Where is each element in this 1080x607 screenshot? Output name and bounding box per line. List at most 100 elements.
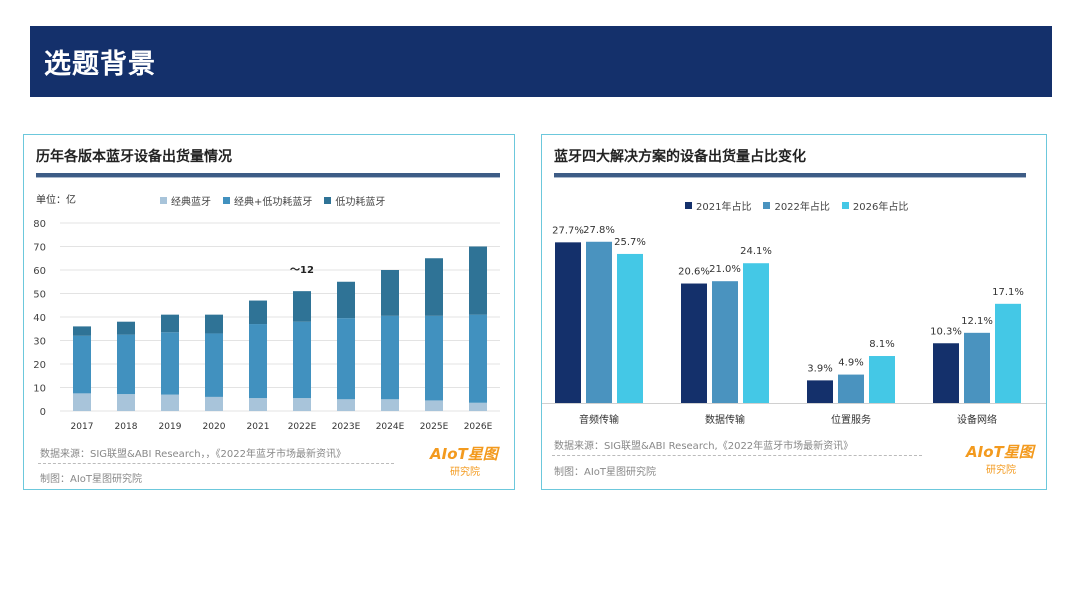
right-chart-title: 蓝牙四大解决方案的设备出货量占比变化	[554, 149, 806, 165]
x-tick-label: 2022E	[288, 422, 317, 432]
x-tick-label: 2017	[71, 422, 94, 432]
logo-subtext: 研究院	[450, 467, 480, 478]
y-tick-label: 70	[33, 243, 46, 254]
y-tick-label: 0	[40, 407, 46, 418]
left-chart-title: 历年各版本蓝牙设备出货量情况	[36, 149, 232, 165]
x-tick-label: 设备网络	[957, 413, 997, 426]
x-tick-label: 数据传输	[705, 413, 745, 426]
grouped-bar-chart: 27.7% 27.8%25.7% 音频传输 20.6% 21.0% 24.1% 数据传输 3.…	[542, 225, 1046, 426]
x-tick-label: 2021	[247, 422, 270, 432]
legend-item: 2026年占比	[841, 198, 909, 213]
logo-wordmark: AIoT星图	[966, 443, 1034, 461]
right-source: 数据来源：SIG联盟&ABI Research,《2022年蓝牙市场最新资讯》	[554, 441, 854, 452]
x-tick-label: 音频传输	[579, 413, 619, 426]
bar-segment	[337, 399, 355, 411]
bar-segment	[117, 394, 135, 411]
legend-swatch	[841, 202, 849, 209]
bar-segment	[205, 333, 223, 397]
bar-segment	[161, 332, 179, 395]
bar	[807, 380, 833, 403]
bar	[838, 374, 864, 403]
title-underline	[36, 173, 500, 178]
bar	[869, 356, 895, 403]
bar-segment	[293, 321, 311, 399]
left-credit: 制图：AIoT星图研究院	[40, 474, 143, 485]
bar-segment	[381, 270, 399, 316]
bar-segment	[249, 324, 267, 399]
x-tick-label: 2023E	[332, 422, 361, 432]
right-legend: 2021年占比 2022年占比 2026年占比	[685, 198, 908, 213]
data-label: 25.7%	[614, 237, 646, 248]
bar-segment	[205, 314, 223, 334]
bar-segment	[73, 326, 91, 336]
bar	[555, 242, 581, 403]
legend-item: 2021年占比	[685, 198, 751, 213]
bar-segment	[469, 402, 487, 411]
bar-segment	[205, 396, 223, 411]
legend-item: 经典蓝牙	[160, 193, 211, 208]
bar-segment	[425, 315, 443, 401]
data-label: 8.1%	[869, 339, 894, 350]
bar	[995, 303, 1021, 403]
data-label: 4.9%	[838, 358, 863, 369]
x-tick-label: 2019	[159, 422, 182, 432]
legend-swatch	[223, 197, 230, 204]
x-tick-label: 2020	[203, 422, 226, 432]
bar-segment	[469, 314, 487, 403]
y-tick-label: 80	[33, 219, 46, 230]
x-tick-label: 2024E	[376, 422, 405, 432]
aiot-logo: AIoT星图 研究院	[430, 443, 498, 483]
legend-swatch	[763, 202, 771, 209]
y-tick-label: 30	[33, 337, 46, 348]
bar	[681, 283, 707, 403]
bar	[617, 253, 643, 403]
source-divider	[38, 463, 394, 464]
bar	[933, 343, 959, 403]
bar	[586, 241, 612, 403]
bar-segment	[381, 315, 399, 400]
legend-label: 2026年占比	[852, 202, 909, 213]
x-tick-label: 2025E	[420, 422, 449, 432]
y-tick-label: 40	[33, 313, 46, 324]
right-credit: 制图：AIoT星图研究院	[554, 467, 657, 478]
bar-segment	[425, 400, 443, 411]
data-label: 12.1%	[961, 316, 993, 327]
bar-segment	[249, 300, 267, 325]
bar-segment	[73, 393, 91, 411]
x-tick-label: 2026E	[464, 422, 493, 432]
logo-subtext: 研究院	[986, 465, 1016, 476]
title-underline	[554, 173, 1026, 178]
legend-swatch	[324, 197, 332, 204]
data-label: 10.3%	[930, 326, 962, 337]
bar-segment	[293, 291, 311, 322]
legend-label: 经典蓝牙	[171, 197, 211, 208]
page-title: 选题背景	[44, 49, 156, 80]
legend-swatch	[160, 197, 167, 204]
bar	[964, 332, 990, 403]
source-divider	[552, 455, 922, 456]
logo-wordmark: AIoT星图	[430, 445, 498, 463]
y-tick-label: 60	[33, 266, 46, 277]
x-tick-label: 2018	[115, 422, 138, 432]
bar-segment	[425, 258, 443, 316]
bar-segment	[73, 335, 91, 394]
bar-segment	[337, 281, 355, 319]
unit-label: 单位：亿	[36, 195, 76, 206]
aiot-logo: AIoT星图 研究院	[966, 441, 1034, 481]
legend-item: 2022年占比	[763, 198, 830, 213]
bar-segment	[161, 394, 179, 411]
bar	[712, 281, 738, 403]
data-label: 27.8%	[583, 225, 615, 236]
left-source: 数据来源：SIG联盟&ABI Research，，《2022年蓝牙市场最新资讯》	[40, 449, 346, 460]
left-legend: 经典蓝牙 经典+低功耗蓝牙 低功耗蓝牙	[160, 193, 385, 208]
data-label: 17.1%	[992, 287, 1024, 298]
stacked-bar-chart: 0 10 20 30 40 50 60 70 80 2017 2018 2019 2020 2021 202…	[33, 219, 500, 432]
legend-label: 经典+低功耗蓝牙	[234, 197, 313, 208]
legend-swatch	[685, 202, 692, 209]
data-label: 24.1%	[740, 246, 772, 257]
data-label: 20.6%	[678, 267, 710, 278]
annotation-label: ～12	[290, 265, 314, 276]
data-label: 27.7%	[552, 225, 584, 236]
bar-segment	[161, 314, 179, 333]
y-tick-label: 50	[33, 290, 46, 301]
